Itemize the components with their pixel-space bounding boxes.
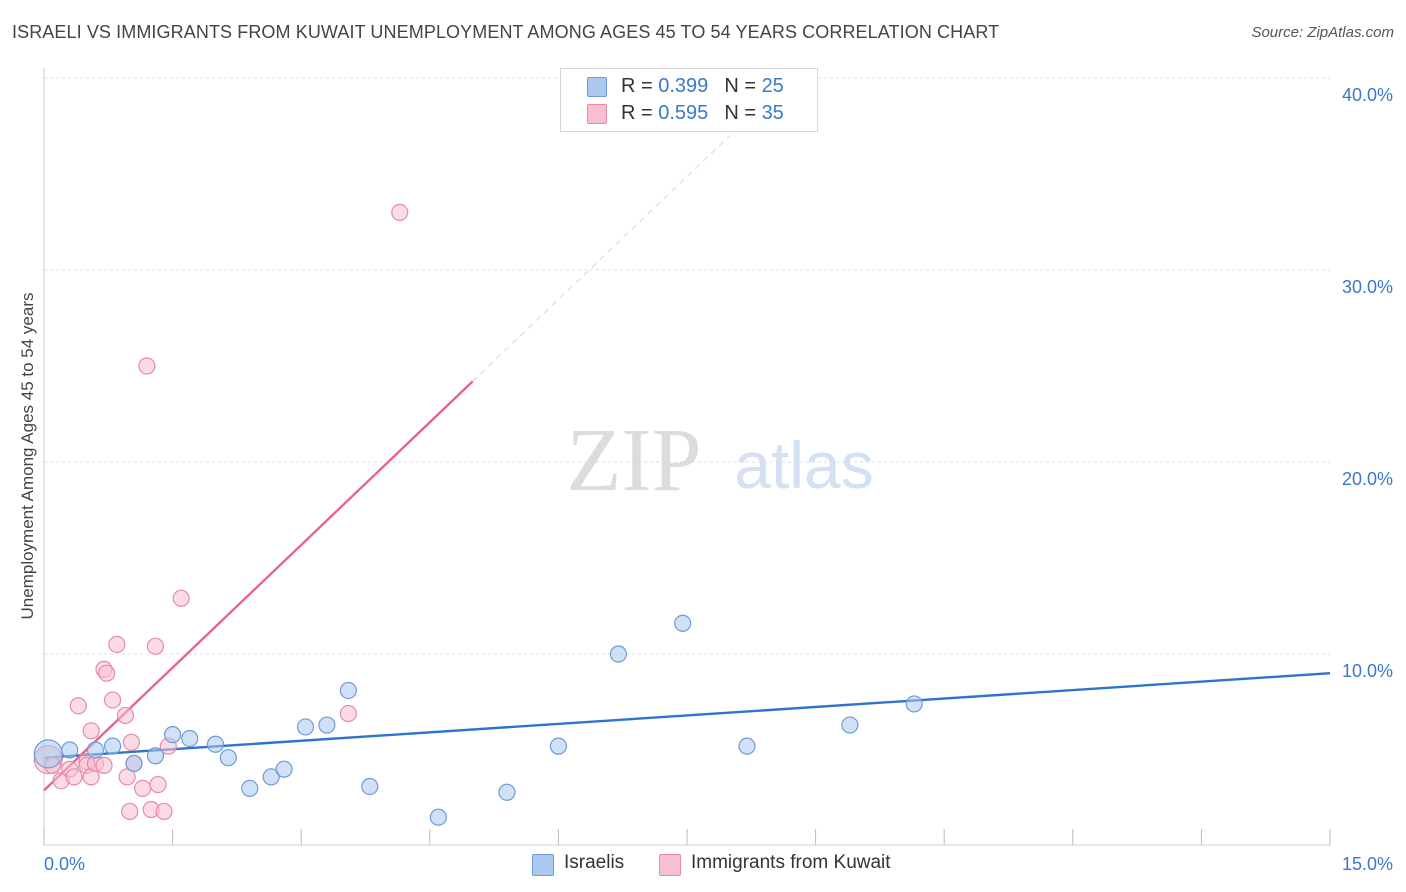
israelis-point-7 [181,729,199,748]
kuwait-point-11 [95,756,113,774]
chart-title: ISRAELI VS IMMIGRANTS FROM KUWAIT UNEMPL… [12,22,1000,42]
kuwait-point-29 [339,704,357,723]
legend-r-label: R = [621,102,659,124]
tick-label-layer: 10.0% 20.0% 30.0% 40.0% 0.0% 15.0% [44,85,1393,874]
israelis-point-23 [841,716,859,734]
kuwait-point-22 [138,357,156,375]
israelis-point-4 [125,754,143,773]
trend-line-0 [43,672,1331,759]
israelis-point-16 [361,777,379,796]
israelis-point-2 [86,741,105,759]
israelis-point-6 [164,726,182,744]
y-tick-label-3: 40.0% [1342,85,1393,105]
israelis-point-1 [61,741,79,759]
legend-text-israelis: R = 0.399 N = 25 [621,75,784,98]
israelis-point-20 [609,645,628,663]
israelis-point-11 [262,768,280,786]
israelis-point-19 [549,737,568,755]
y-tick-label-0: 10.0% [1342,661,1393,681]
bottom-legend-swatch-israelis [532,854,554,876]
x-tick-label-0: 0.0% [44,854,85,874]
israelis-point-5 [146,747,165,765]
kuwait-point-9 [82,722,100,740]
legend-n-value: 25 [761,75,784,97]
israelis-point-8 [206,735,225,753]
y-tick-label-2: 30.0% [1342,277,1393,297]
israelis-point-18 [498,783,516,801]
kuwait-point-15 [108,635,126,654]
legend-n-label: N = [724,102,762,124]
legend-n-value: 35 [761,102,784,124]
israelis-point-21 [674,614,692,632]
legend-r-label: R = [621,75,659,97]
israelis-point-9 [219,749,237,767]
x-tick-label-1: 15.0% [1342,854,1393,874]
axis-layer [43,68,1331,846]
bottom-legend-swatch-kuwait [659,854,681,876]
israelis-point-22 [738,737,756,755]
kuwait-point-21 [133,779,152,798]
watermark-atlas: atlas [734,428,873,502]
kuwait-point-30 [391,203,409,221]
kuwait-point-24 [146,637,165,655]
watermark: ZIP atlas [567,411,874,510]
kuwait-point-4 [65,768,83,786]
israelis-point-3 [103,737,122,755]
correlation-legend: R = 0.399 N = 25 R = 0.595 N = 35 [560,68,818,132]
kuwait-point-26 [155,802,173,821]
y-tick-label-1: 20.0% [1342,469,1393,489]
israelis-point-12 [275,760,293,778]
legend-r-value: 0.595 [658,102,709,124]
israelis-point-24 [905,695,923,713]
bottom-legend-label: Immigrants from Kuwait [691,852,891,873]
trend-line-1 [43,380,474,792]
source-label: Source: ZipAtlas.com [1251,24,1394,41]
israelis-point-13 [296,718,315,736]
kuwait-point-14 [103,691,122,709]
kuwait-point-5 [69,697,87,715]
kuwait-point-18 [121,802,139,821]
israelis-point-10 [241,779,259,798]
legend-swatch-kuwait [587,104,607,124]
points-layer [33,203,923,826]
legend-r-value: 0.399 [658,75,709,97]
kuwait-point-17 [118,768,136,786]
israelis-point-14 [318,716,336,734]
kuwait-point-13 [97,664,116,682]
israelis-point-15 [339,681,357,700]
trend-layer [43,135,1331,792]
watermark-zip: ZIP [567,411,702,510]
israelis-point-0 [33,739,63,769]
legend-swatch-israelis [587,77,607,97]
trend-extension-1 [472,135,731,382]
legend-text-kuwait: R = 0.595 N = 35 [621,102,784,125]
y-axis-label: Unemployment Among Ages 45 to 54 years [18,292,37,620]
kuwait-point-16 [116,706,135,725]
legend-n-label: N = [724,75,762,97]
bottom-legend-label: Israelis [564,852,625,873]
grid-layer [44,77,1330,655]
kuwait-point-28 [172,589,190,607]
kuwait-point-25 [149,775,167,794]
israelis-point-17 [429,808,447,826]
kuwait-point-19 [122,733,141,751]
